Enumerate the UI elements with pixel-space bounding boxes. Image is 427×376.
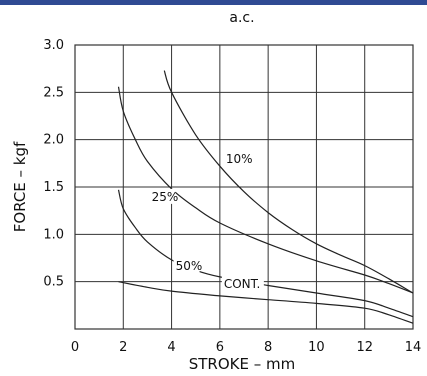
series-label-10: 10% [226,152,253,166]
series-line-cont [119,282,414,324]
series-label-50: 50% [176,259,203,273]
chart-title: a.c. [229,10,254,26]
x-tick-label: 2 [119,340,127,355]
x-tick-label: 8 [264,340,272,355]
x-tick-label: 0 [71,340,79,355]
y-tick-label: 0.5 [43,275,64,290]
y-tick-label: 2.5 [43,85,64,100]
x-tick-label: 14 [405,340,422,355]
x-tick-label: 10 [308,340,325,355]
series-label-layer: 10% 25% 50% CONT. [150,151,264,291]
series-line-50 [119,190,414,317]
x-axis-label: STROKE – mm [189,355,296,373]
series-label-cont: CONT. [224,277,261,291]
y-tick-label: 1.0 [43,227,64,242]
y-tick-label: 2.0 [43,133,64,148]
x-tick-label: 12 [356,340,373,355]
y-tick-label: 1.5 [43,180,64,195]
y-axis-label: FORCE – kgf [11,141,29,232]
x-tick-label: 6 [216,340,224,355]
x-tick-label: 4 [167,340,175,355]
y-tick-label: 3.0 [43,38,64,53]
series-label-25: 25% [152,190,179,204]
